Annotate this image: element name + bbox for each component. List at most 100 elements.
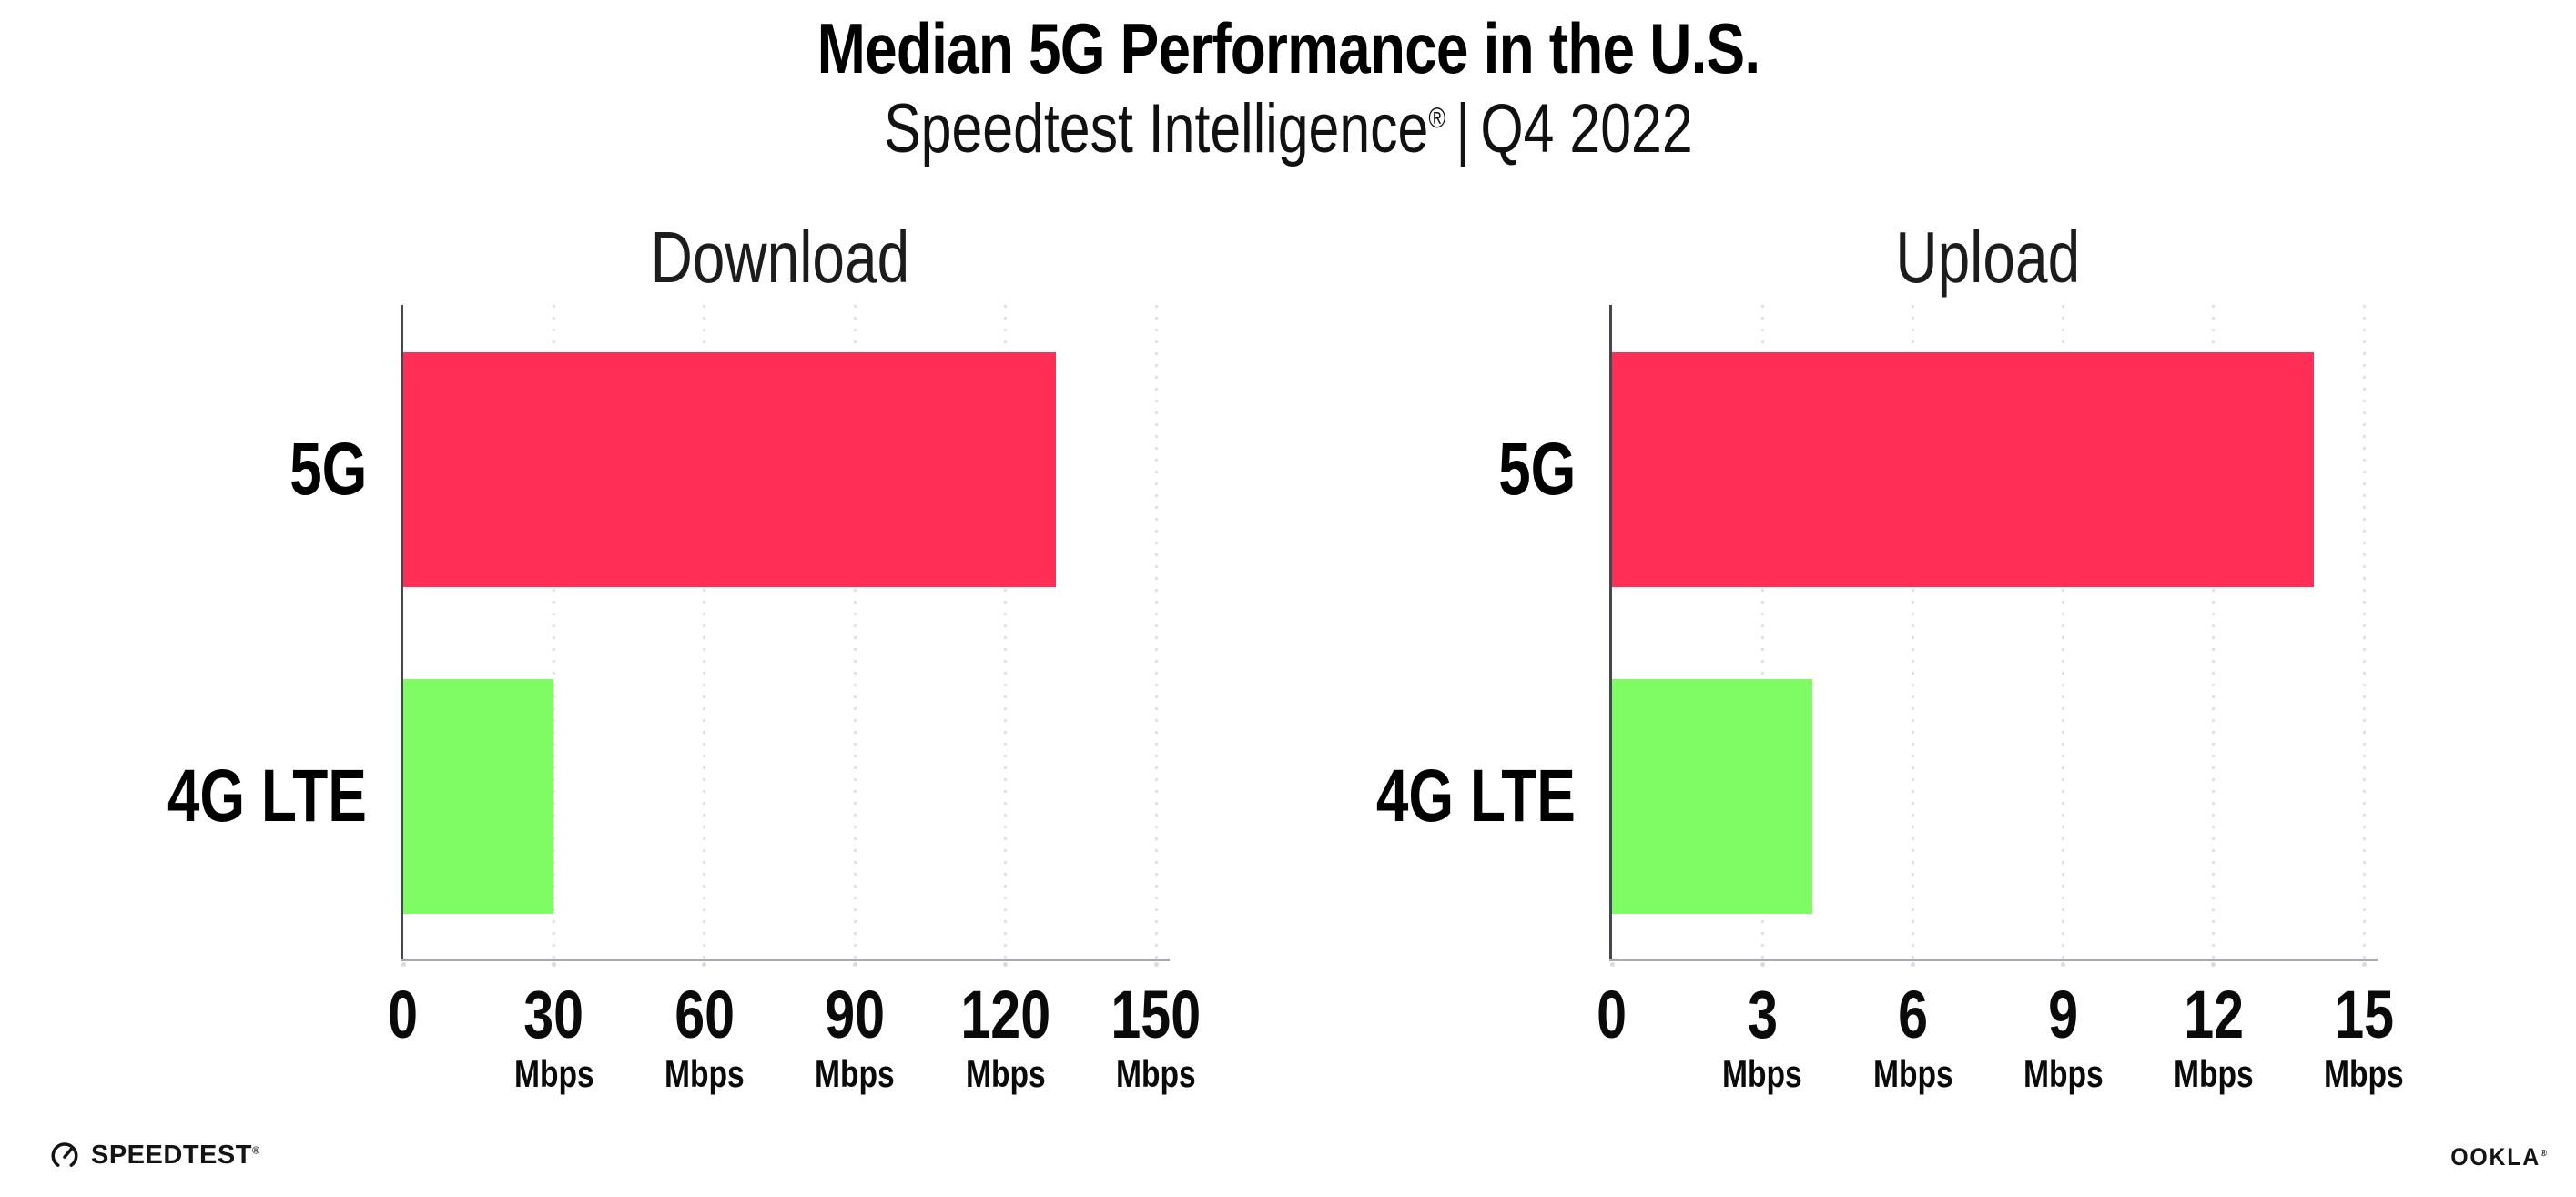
axis-tick-120	[1003, 962, 1009, 967]
tick-unit-text: Mbps	[1116, 1052, 1196, 1095]
ookla-logo: OOKLA®	[2442, 1143, 2547, 1172]
tick-value: 3	[1653, 979, 1871, 1051]
axis-tick-60	[702, 962, 707, 967]
tick-value: 0	[1503, 979, 1721, 1051]
tick-unit-text: Mbps	[965, 1052, 1046, 1095]
tick-value-text: 12	[2183, 977, 2244, 1052]
tick-value: 60	[595, 979, 814, 1051]
gridline-6	[1911, 305, 1914, 959]
page-subtitle: Speedtest Intelligence® | Q4 2022	[0, 89, 2576, 168]
tick-unit-text: Mbps	[1872, 1052, 1953, 1095]
tick-unit-text: Mbps	[664, 1052, 745, 1095]
tick-label-0: 0	[294, 979, 512, 1051]
axis-tick-12	[2211, 962, 2216, 967]
page-title: Median 5G Performance in the U.S.	[0, 7, 2576, 90]
chart-title-text: Download	[650, 217, 909, 298]
axis-tick-9	[2061, 962, 2066, 967]
tick-label-90: 90 Mbps	[745, 979, 964, 1095]
chart-title-download: Download	[267, 217, 1293, 299]
tick-value: 15	[2255, 979, 2473, 1051]
tick-label-15: 15 Mbps	[2255, 979, 2473, 1095]
gridline-9	[2062, 305, 2065, 959]
tick-label-60: 60 Mbps	[595, 979, 814, 1095]
y-axis-line	[401, 305, 403, 961]
tick-label-150: 150 Mbps	[1047, 979, 1265, 1095]
tick-label-120: 120 Mbps	[897, 979, 1115, 1095]
tick-value: 6	[1803, 979, 2022, 1051]
tick-unit: Mbps	[1653, 1053, 1871, 1095]
tick-label-3: 3 Mbps	[1653, 979, 1871, 1095]
gridline-12	[2212, 305, 2216, 959]
gridline-3	[1760, 305, 1764, 959]
tick-value: 0	[294, 979, 512, 1051]
tick-value-text: 0	[1597, 977, 1628, 1052]
gridline-120	[1004, 305, 1008, 959]
category-label-text: 4G LTE	[167, 755, 367, 837]
tick-unit-text: Mbps	[2023, 1052, 2104, 1095]
category-label-text: 5G	[289, 428, 367, 511]
plot-area-upload: 0 3 Mbps 6 Mbps 9 Mbps 12 Mbps 15 Mbps 5G 4G LTE	[1376, 305, 2404, 1095]
tick-value-text: 0	[388, 977, 419, 1052]
subtitle-brand: Speedtest Intelligence	[883, 90, 1429, 167]
subtitle-divider: |	[1455, 90, 1470, 167]
plot-area-download: 0 30 Mbps 60 Mbps 90 Mbps 120 Mbps 150 Mbps 5G 4G LT…	[167, 305, 1201, 1095]
ookla-wordmark: OOKLA®	[2450, 1143, 2547, 1171]
tick-value-text: 60	[674, 977, 735, 1052]
registered-trademark-icon: ®	[1428, 101, 1445, 135]
tick-unit-text: Mbps	[1722, 1052, 1803, 1095]
speedtest-gauge-icon	[49, 1140, 80, 1171]
axis-tick-30	[551, 962, 556, 967]
tick-value: 120	[897, 979, 1115, 1051]
bar-4g-lte-download	[403, 679, 554, 914]
category-label-4g-lte: 4G LTE	[111, 749, 367, 844]
tick-unit: Mbps	[2255, 1053, 2473, 1095]
tick-value-text: 30	[523, 977, 584, 1052]
gridline-150	[1154, 305, 1158, 959]
tick-unit: Mbps	[1047, 1053, 1265, 1095]
tick-unit: Mbps	[1954, 1053, 2173, 1095]
gridline-60	[703, 305, 706, 959]
axis-tick-0	[1609, 962, 1615, 967]
bar-5g-upload	[1612, 352, 2314, 587]
gridline-30	[552, 305, 555, 959]
tick-unit: Mbps	[745, 1053, 964, 1095]
tick-label-6: 6 Mbps	[1803, 979, 2022, 1095]
tick-unit: Mbps	[897, 1053, 1115, 1095]
x-axis-line	[401, 959, 1170, 961]
category-label-4g-lte: 4G LTE	[1320, 749, 1576, 844]
tick-unit: Mbps	[2104, 1053, 2323, 1095]
tick-label-0: 0	[1503, 979, 1721, 1051]
axis-tick-3	[1760, 962, 1765, 967]
subtitle-period: Q4 2022	[1480, 90, 1693, 167]
y-axis-line	[1609, 305, 1612, 961]
chart-title-text: Upload	[1895, 217, 2081, 298]
tick-unit-text: Mbps	[2324, 1052, 2404, 1095]
tick-value: 12	[2104, 979, 2323, 1051]
tick-value: 9	[1954, 979, 2173, 1051]
tick-value-text: 90	[825, 977, 886, 1052]
axis-tick-0	[401, 962, 406, 967]
tick-value-text: 3	[1747, 977, 1778, 1052]
speedtest-wordmark: SPEEDTEST®	[91, 1140, 260, 1170]
bar-4g-lte-upload	[1612, 679, 1813, 914]
tick-value-text: 120	[960, 977, 1050, 1052]
page-title-text: Median 5G Performance in the U.S.	[816, 8, 1760, 88]
tick-unit-text: Mbps	[513, 1052, 594, 1095]
tick-value-text: 15	[2334, 977, 2394, 1052]
tick-label-30: 30 Mbps	[444, 979, 663, 1095]
gridline-15	[2362, 305, 2366, 959]
ookla-trademark-icon: ®	[2541, 1149, 2547, 1159]
tick-label-12: 12 Mbps	[2104, 979, 2323, 1095]
speedtest-logo: SPEEDTEST®	[49, 1140, 260, 1171]
tick-unit: Mbps	[1803, 1053, 2022, 1095]
chart-title-upload: Upload	[1476, 217, 2500, 299]
axis-tick-15	[2361, 962, 2367, 967]
tick-value-text: 150	[1111, 977, 1202, 1052]
tick-unit-text: Mbps	[815, 1052, 896, 1095]
speedtest-trademark-icon: ®	[251, 1144, 260, 1156]
bar-5g-download	[403, 352, 1056, 587]
tick-value-text: 6	[1897, 977, 1928, 1052]
x-axis-line	[1609, 959, 2378, 961]
tick-unit: Mbps	[444, 1053, 663, 1095]
